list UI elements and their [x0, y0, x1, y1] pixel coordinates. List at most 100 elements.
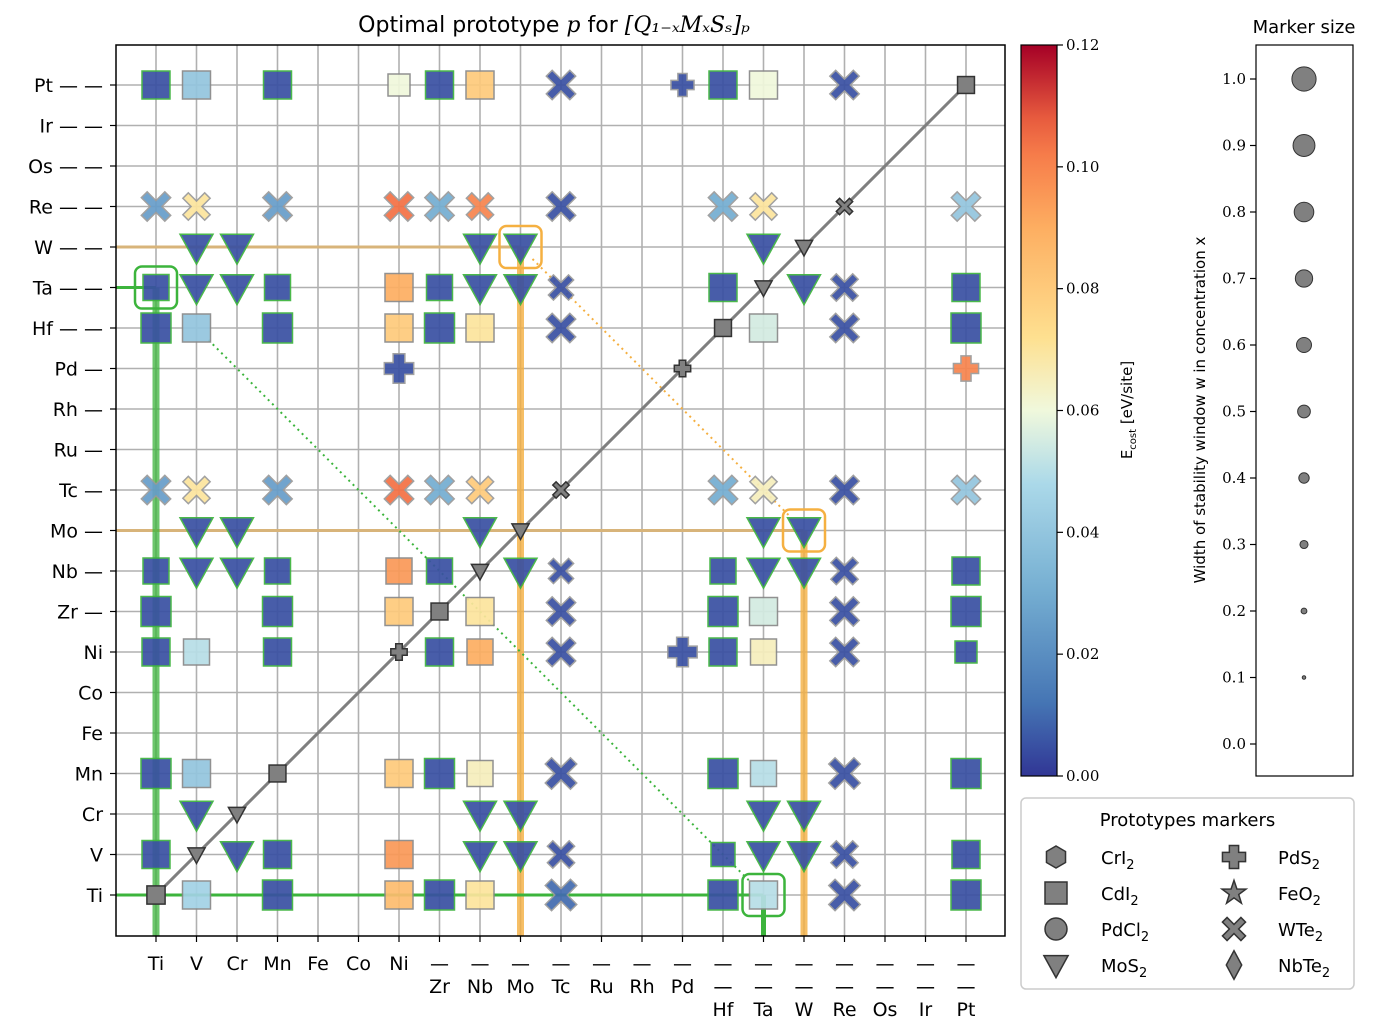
size-legend-tick-label: 0.9	[1222, 137, 1246, 155]
legend-label: FeO2	[1278, 884, 1321, 909]
x-tick-label: —	[876, 976, 895, 998]
point-square	[707, 879, 739, 911]
x-tick-label: —	[957, 976, 976, 998]
size-legend-marker	[1298, 472, 1310, 484]
point-x	[748, 191, 779, 222]
box-ti-ta	[741, 872, 786, 918]
legend-marker-square	[1044, 881, 1068, 905]
x-tick-label: —	[835, 976, 854, 998]
legend-label: WTe2	[1278, 920, 1323, 945]
y-tick-label: Ti	[86, 885, 103, 907]
point-x	[383, 474, 415, 506]
size-legend-marker	[1292, 134, 1316, 157]
colorbar-tick-label: 0.08	[1066, 280, 1099, 298]
point-triangle	[462, 800, 498, 833]
point-square	[466, 638, 494, 666]
x-tick-label: Os	[873, 999, 898, 1021]
colorbar	[1020, 44, 1058, 777]
point-triangle	[794, 239, 814, 258]
point-x	[465, 475, 495, 505]
x-tick-label: —	[754, 976, 773, 998]
y-tick-label: Pt — —	[34, 75, 103, 97]
point-x	[545, 595, 577, 628]
point-square	[749, 759, 778, 788]
size-legend-tick-label: 0.4	[1222, 469, 1246, 487]
point-triangle	[745, 841, 782, 874]
point-triangle	[786, 557, 822, 590]
point-square	[384, 313, 414, 343]
point-x	[547, 273, 575, 302]
point-x	[829, 556, 860, 586]
box-ta-ti	[133, 265, 179, 310]
x-tick-label: Ir	[919, 999, 933, 1021]
point-square	[424, 70, 455, 100]
point-square	[466, 759, 494, 788]
x-tick-label: Rh	[629, 976, 654, 998]
point-triangle	[227, 806, 247, 825]
size-legend-tick-label: 0.5	[1222, 403, 1246, 421]
point-x	[828, 636, 861, 668]
x-tick-label: Ti	[147, 953, 164, 975]
legend-label: PdCl2	[1101, 920, 1149, 945]
dotted-orange	[531, 258, 791, 518]
size-legend-tick-label: 0.1	[1222, 669, 1246, 687]
y-tick-label: W — —	[34, 237, 103, 259]
x-tick-label: —	[430, 953, 449, 975]
point-triangle	[462, 517, 498, 550]
size-legend-marker	[1297, 404, 1311, 419]
x-tick-label: —	[876, 953, 895, 975]
size-legend-marker	[1299, 539, 1309, 550]
point-x	[748, 475, 779, 505]
point-square	[261, 595, 294, 628]
point-square	[140, 595, 172, 628]
y-tick-label: Fe	[81, 723, 103, 745]
point-triangle	[462, 841, 498, 874]
x-tick-label: —	[876, 976, 895, 998]
x-tick-label: Ta	[752, 999, 773, 1021]
x-tick-label: V	[190, 953, 203, 975]
point-square	[263, 273, 292, 302]
point-square	[140, 757, 172, 790]
point-x	[261, 190, 294, 223]
point-triangle	[786, 841, 822, 874]
legend-marker-triangle	[1042, 954, 1070, 980]
size-legend-tick-label: 0.0	[1222, 735, 1246, 753]
x-tick-label: —	[835, 953, 854, 975]
point-square	[268, 764, 287, 783]
point-x	[423, 190, 456, 223]
point-square	[181, 880, 212, 910]
x-tick-label: Fe	[307, 953, 329, 975]
point-square	[384, 880, 414, 910]
point-triangle	[502, 233, 539, 266]
chart-title: Optimal prototype p for [Q₁₋ₓMₓSₛ]ₚ	[358, 13, 750, 38]
size-legend-marker	[1293, 201, 1315, 223]
y-tick-label: Os — —	[28, 156, 103, 178]
point-square	[749, 638, 778, 666]
point-x	[383, 190, 415, 223]
data-points	[140, 69, 982, 912]
colorbar-tick-label: 0.04	[1066, 523, 1099, 541]
point-triangle	[786, 274, 822, 307]
x-tick-label: Tc	[551, 976, 571, 998]
point-x	[544, 756, 578, 791]
point-x	[828, 312, 861, 344]
size-legend-tick-label: 0.7	[1222, 270, 1246, 288]
point-plus	[673, 359, 692, 378]
point-x	[950, 474, 982, 506]
point-square	[465, 596, 495, 627]
point-x	[547, 557, 575, 585]
point-square	[465, 880, 495, 910]
point-triangle	[219, 233, 255, 266]
point-triangle	[178, 233, 215, 266]
point-triangle	[753, 280, 774, 299]
point-square	[181, 70, 212, 100]
point-x	[545, 190, 577, 223]
point-x	[707, 190, 739, 223]
point-square	[951, 839, 981, 870]
point-square	[465, 70, 495, 100]
x-tick-label: —	[471, 953, 490, 975]
point-square	[950, 312, 982, 344]
x-tick-label: —	[592, 953, 611, 975]
point-square	[261, 879, 294, 911]
